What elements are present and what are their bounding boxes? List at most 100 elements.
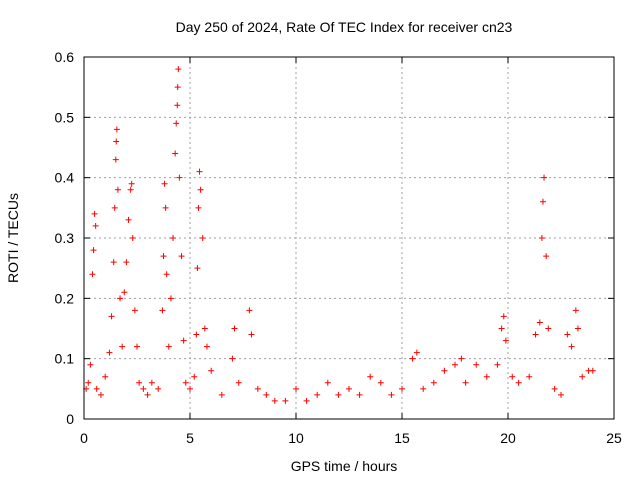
y-tick-label: 0 xyxy=(66,411,74,427)
data-point xyxy=(388,391,395,398)
data-point xyxy=(160,253,167,260)
data-point xyxy=(367,373,374,380)
data-point xyxy=(346,385,352,392)
data-point xyxy=(399,385,405,392)
data-point xyxy=(128,180,135,187)
data-point xyxy=(494,361,501,368)
data-point xyxy=(123,259,130,266)
data-point xyxy=(174,102,181,109)
data-point xyxy=(114,186,121,193)
data-point xyxy=(195,204,202,211)
data-point xyxy=(163,271,170,278)
x-tick-label: 20 xyxy=(500,430,516,446)
data-point xyxy=(208,367,215,374)
data-point xyxy=(218,391,225,398)
x-tick-label: 10 xyxy=(288,430,304,446)
data-point xyxy=(144,391,151,398)
data-point xyxy=(541,174,548,181)
data-point xyxy=(199,235,206,241)
data-point xyxy=(536,319,543,326)
data-point xyxy=(102,373,109,380)
data-point xyxy=(473,361,480,368)
data-point xyxy=(197,186,204,193)
data-point xyxy=(409,355,416,362)
data-point xyxy=(125,216,132,223)
data-point xyxy=(203,343,210,350)
data-point xyxy=(175,66,182,73)
data-point xyxy=(271,397,278,404)
data-point xyxy=(543,253,550,260)
data-point xyxy=(579,373,586,380)
data-point xyxy=(452,361,458,368)
y-tick-label: 0.6 xyxy=(55,49,75,65)
data-point xyxy=(483,373,490,380)
data-point xyxy=(148,379,155,386)
data-point xyxy=(91,210,98,217)
data-point xyxy=(112,156,119,163)
data-point xyxy=(119,343,126,350)
data-point xyxy=(254,385,261,392)
x-axis-ticks: 0 5 10 15 20 25 xyxy=(80,57,622,446)
data-point xyxy=(113,126,120,133)
data-point xyxy=(180,337,187,344)
data-point xyxy=(430,379,437,386)
data-point xyxy=(173,120,180,127)
data-point xyxy=(356,391,363,398)
y-tick-label: 0.5 xyxy=(55,109,75,125)
data-point xyxy=(182,379,189,386)
data-point xyxy=(462,379,469,386)
data-point xyxy=(85,379,92,386)
data-point xyxy=(162,204,169,211)
data-point xyxy=(324,379,331,386)
data-point xyxy=(335,391,342,398)
x-tick-label: 5 xyxy=(186,430,194,446)
data-point xyxy=(194,265,201,272)
data-point xyxy=(458,355,465,362)
data-point xyxy=(545,325,552,332)
data-point xyxy=(165,343,172,350)
data-point xyxy=(303,397,310,404)
data-point xyxy=(129,235,136,241)
data-point xyxy=(539,198,546,205)
data-point xyxy=(131,307,138,314)
data-point xyxy=(589,367,596,374)
data-point xyxy=(498,325,505,332)
data-point xyxy=(90,247,97,254)
y-axis-label: ROTI / TECUs xyxy=(5,193,21,283)
data-point xyxy=(235,379,242,386)
data-point xyxy=(140,385,147,392)
data-point xyxy=(167,295,174,302)
x-tick-label: 25 xyxy=(606,430,622,446)
x-tick-label: 15 xyxy=(394,430,410,446)
data-point xyxy=(176,174,183,181)
y-tick-label: 0.4 xyxy=(55,170,75,186)
data-point xyxy=(515,379,522,386)
data-point xyxy=(532,331,539,338)
data-point xyxy=(161,180,168,187)
y-tick-label: 0.3 xyxy=(55,230,75,246)
data-point xyxy=(127,186,134,193)
data-point xyxy=(420,385,427,392)
grid-lines xyxy=(84,57,614,419)
data-point xyxy=(134,343,140,350)
data-point xyxy=(93,385,100,392)
data-point xyxy=(174,84,181,91)
data-point xyxy=(159,307,166,314)
data-point xyxy=(551,385,558,392)
chart-title: Day 250 of 2024, Rate Of TEC Index for r… xyxy=(176,19,513,35)
data-points xyxy=(83,66,596,404)
y-tick-label: 0.1 xyxy=(55,351,75,367)
data-point xyxy=(500,313,507,320)
data-point xyxy=(121,289,128,296)
data-point xyxy=(113,138,120,145)
data-point xyxy=(97,391,104,398)
data-point xyxy=(187,385,193,392)
data-point xyxy=(377,379,384,386)
data-point xyxy=(196,168,203,175)
data-point xyxy=(108,313,115,320)
data-point xyxy=(193,331,200,338)
data-point xyxy=(572,307,579,314)
x-axis-label: GPS time / hours xyxy=(291,458,398,474)
data-point xyxy=(178,253,185,260)
